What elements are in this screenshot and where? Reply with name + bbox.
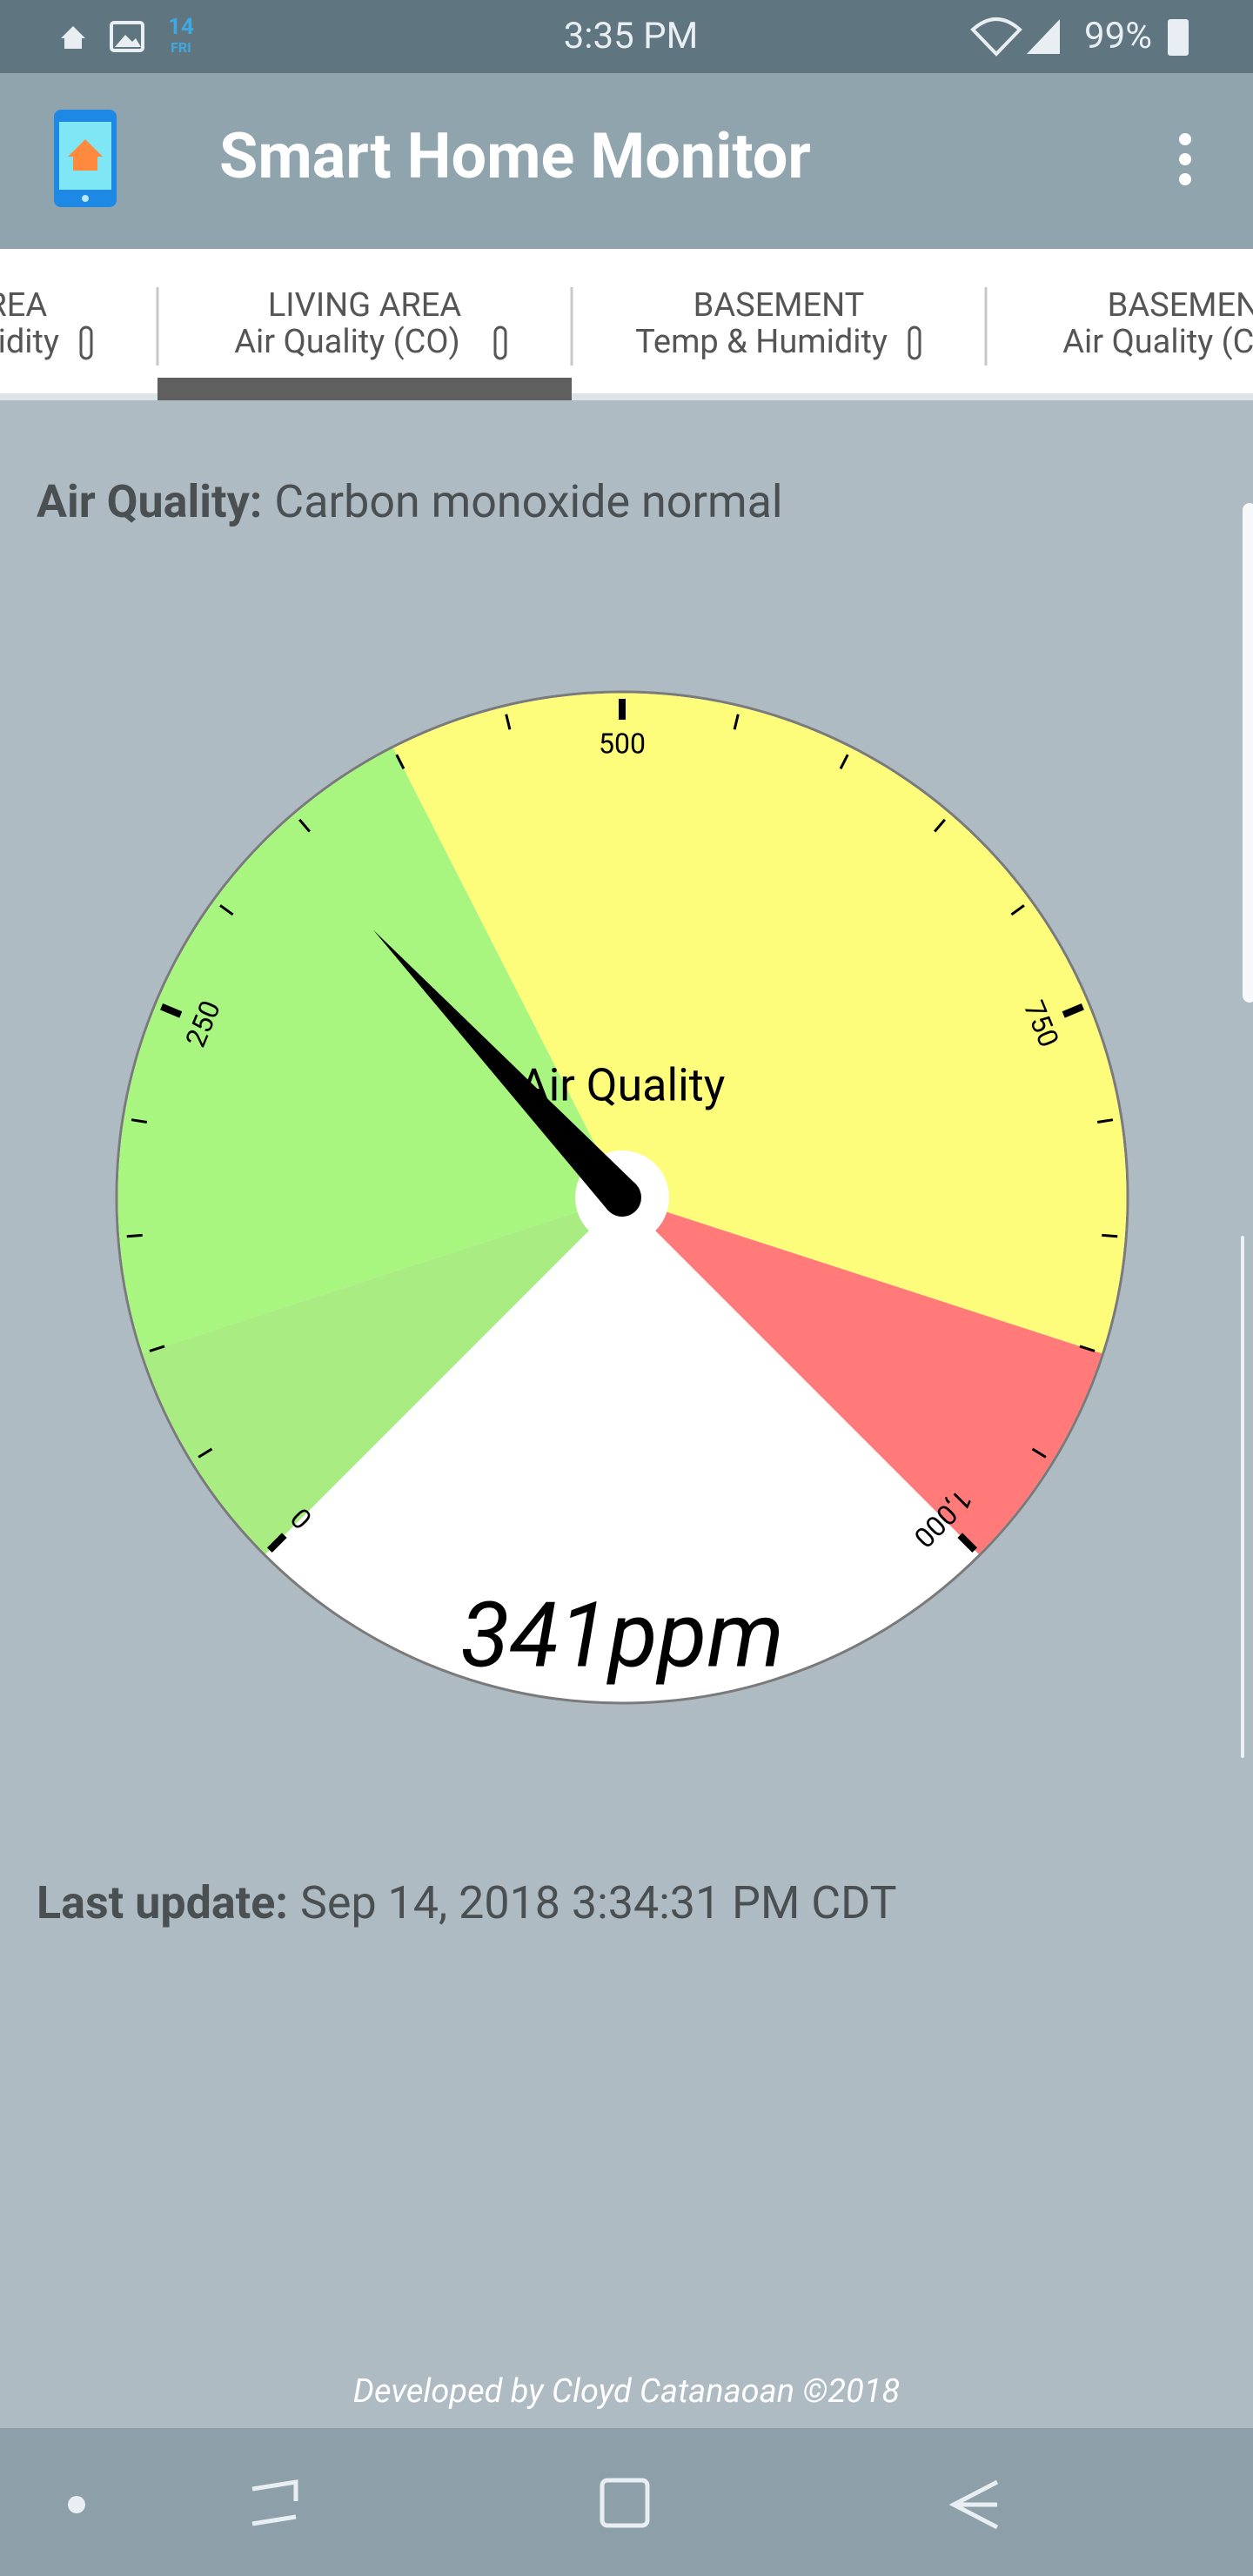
tabs: LIVING AREATemp & HumidityLIVING AREAAir… [0,286,1253,366]
tab-icon [908,325,921,360]
clock: 3:35 PM [564,15,699,57]
minor-tick [505,714,512,730]
tab-subtitle: Air Quality (CO) [234,323,460,361]
app-bar [0,73,1253,249]
tab-group: LIVING AREATemp & HumidityLIVING AREAAir… [0,286,1253,366]
date-weekday: FRI [171,39,191,56]
minor-tick [733,714,740,730]
minor-tick [298,818,311,833]
tab-bar-border [0,393,1253,400]
app-icon-button [82,195,89,202]
last-update-text: Sep 14, 2018 3:34:31 PM CDT [300,1876,897,1929]
minor-tick [1031,1447,1047,1459]
tab-title: LIVING AREA [268,286,462,325]
status-label: Air Quality: [37,475,262,528]
tab-title: BASEMENT [694,286,865,325]
status-text: Carbon monoxide normal [274,475,782,528]
tab-icon [79,325,93,360]
needle [372,929,637,1211]
minor-tick [1079,1345,1096,1352]
minor-tick [219,904,234,916]
major-tick [957,1533,978,1553]
tab[interactable]: LIVING AREATemp & Humidity [0,286,93,361]
tab-icon [493,325,507,360]
tab-subtitle: Air Quality (CO) [1062,323,1253,361]
minor-tick [1096,1118,1114,1124]
minor-tick [839,754,849,769]
minor-tick [395,754,405,769]
major-tick [266,1533,287,1553]
gallery-icon [110,21,144,52]
needle-base [603,1178,641,1217]
battery-icon [1168,19,1189,56]
app-title: Smart Home Monitor [219,119,811,193]
minor-tick [198,1447,213,1459]
major-tick [1062,1003,1084,1018]
menu-dot [1179,133,1191,145]
nav-back[interactable] [948,2479,999,2530]
gauge-band [392,693,1127,1354]
gauge-title: Air Quality [519,1059,726,1112]
nav-dot [68,2496,85,2513]
battery-text: 99% [1084,15,1152,57]
minor-tick [126,1233,143,1238]
scroll-edge [1243,503,1253,1003]
minor-tick [1102,1233,1118,1238]
major-tick [160,1003,183,1018]
footer: Developed by Cloyd Catanaoan ©2018 [353,2372,900,2411]
nav-recent[interactable] [251,2479,298,2526]
date-day: 14 [168,14,194,40]
last-update: Last update: Sep 14, 2018 3:34:31 PM CDT [37,1876,897,1929]
gauge-band [622,1197,1102,1554]
menu-dot [1179,173,1191,185]
wifi-icon [970,17,1022,57]
tab[interactable]: BASEMENTAir Quality (CO) [1062,286,1253,361]
gauge-band [117,748,622,1354]
home-icon [61,26,85,49]
tab-bar [0,249,1253,400]
tick-label: 500 [599,727,646,760]
gallery-icon-mountain [115,35,141,47]
gauge-value: 341ppm [460,1583,784,1688]
minor-tick [1010,904,1025,916]
menu-dot [1179,153,1191,165]
last-update-label: Last update: [37,1876,288,1929]
tab-title: BASEMENT [1108,286,1253,325]
nav-bar [0,2428,1253,2576]
tab-indicator [157,378,572,400]
overflow-menu[interactable] [1179,133,1191,185]
tab-subtitle: Temp & Humidity [0,323,59,361]
tab-title: LIVING AREA [0,286,47,325]
scrollbar [1241,1236,1244,1758]
tab-subtitle: Temp & Humidity [635,323,888,361]
minor-tick [149,1345,165,1352]
nav-home[interactable] [600,2478,650,2528]
app-icon-house [68,139,103,171]
minor-tick [934,818,946,833]
gauge-band [142,1197,623,1554]
signal-icon [1027,19,1060,54]
status-line: Air Quality: Carbon monoxide normal [37,475,783,528]
minor-tick [131,1118,148,1124]
